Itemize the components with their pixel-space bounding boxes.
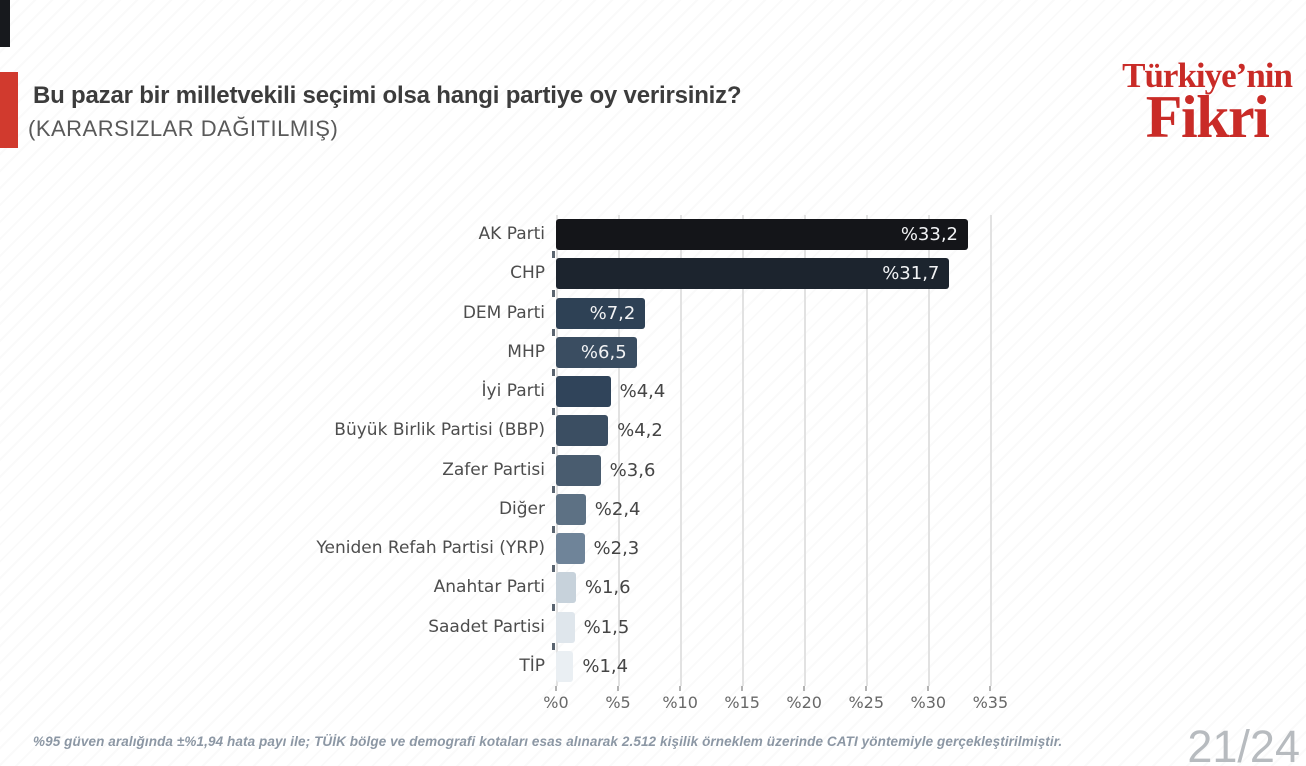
value-label: %2,3 [593, 538, 640, 559]
value-label: %3,6 [609, 459, 656, 481]
category-label: Zafer Partisi [442, 459, 545, 480]
x-axis-tick-label: %30 [910, 693, 947, 712]
x-axis-tick [741, 686, 744, 691]
category-label: Diğer [498, 498, 545, 519]
x-axis-tick [803, 686, 806, 691]
page-subtitle: (KARARSIZLAR DAĞITILMIŞ) [28, 116, 339, 141]
value-label: %4,4 [619, 381, 666, 402]
value-label: %1,5 [583, 616, 630, 638]
value-label: %31,7 [882, 263, 940, 285]
bar [556, 493, 586, 525]
value-label: %7,2 [589, 302, 636, 324]
category-label: MHP [507, 341, 545, 362]
bar [556, 297, 646, 329]
category-label: İyi Parti [481, 381, 545, 401]
category-label: DEM Parti [462, 302, 545, 323]
x-axis-tick [865, 686, 868, 691]
y-axis-tick [552, 250, 555, 258]
gridline [804, 215, 806, 686]
y-axis-tick [552, 329, 555, 337]
page-number: 21/24 [1187, 721, 1300, 766]
value-label: %1,4 [582, 655, 629, 677]
x-axis-tick [617, 686, 620, 691]
bar [556, 572, 576, 604]
bar [556, 336, 637, 368]
value-label: %1,6 [584, 577, 631, 599]
corner-notch [0, 0, 10, 47]
gridline [866, 215, 868, 686]
gridline [990, 215, 992, 686]
y-axis-tick [552, 290, 555, 297]
x-axis-tick-label: %15 [724, 693, 760, 712]
category-label: CHP [510, 263, 545, 284]
bar [556, 454, 601, 486]
bar-chart: AK Parti %33,2 CHP %31,7 DEM Parti %7,2 MHP %6,… [0, 215, 1100, 712]
y-axis-tick [552, 486, 555, 494]
bar [556, 650, 574, 682]
x-axis-tick [679, 686, 682, 691]
x-axis-tick-label: %25 [848, 693, 885, 712]
methodology-note: %95 güven aralığında ±%1,94 hata payı il… [33, 734, 1063, 749]
y-axis-tick [552, 564, 555, 572]
category-label: Saadet Partisi [428, 616, 545, 637]
bar [556, 533, 585, 565]
value-label: %2,4 [594, 498, 641, 520]
x-axis-tick [927, 686, 930, 691]
x-axis-tick [989, 686, 992, 691]
y-axis-tick [552, 604, 555, 611]
bar [556, 376, 611, 408]
y-axis-tick [552, 643, 555, 651]
category-label: Büyük Birlik Partisi (BBP) [334, 420, 545, 441]
value-label: %4,2 [617, 420, 663, 442]
bar [556, 611, 575, 643]
y-axis-tick [552, 525, 555, 533]
value-label: %33,2 [900, 224, 958, 245]
brand-logo: Türkiye’nin Fikri [1122, 56, 1293, 150]
category-label: Yeniden Refah Partisi (YRP) [316, 538, 545, 558]
x-axis-tick [555, 686, 557, 691]
y-axis-tick [552, 447, 555, 454]
brand-logo-line1: Türkiye’nin [1122, 56, 1293, 95]
bar [556, 258, 950, 290]
x-axis-tick-label: %20 [786, 693, 822, 712]
x-axis-tick-label: %10 [662, 693, 698, 712]
title-accent-bar [0, 72, 18, 148]
bar [556, 219, 968, 251]
x-axis-tick-label: %35 [972, 693, 1009, 712]
gridline [680, 215, 682, 686]
bar [556, 415, 609, 447]
category-label: Anahtar Parti [433, 577, 545, 598]
brand-logo-line2: Fikri [1145, 84, 1270, 150]
category-label: TİP [519, 655, 545, 676]
x-axis-tick-label: %5 [605, 693, 631, 712]
x-axis-tick-label: %0 [543, 693, 569, 712]
y-axis-tick [552, 407, 555, 415]
gridline [742, 215, 744, 686]
page-title: Bu pazar bir milletvekili seçimi olsa ha… [33, 82, 742, 109]
y-axis-tick [552, 368, 555, 376]
gridline [928, 215, 930, 686]
category-label: AK Parti [478, 224, 545, 244]
value-label: %6,5 [580, 341, 627, 363]
gridline [556, 215, 558, 686]
gridline [618, 215, 620, 686]
